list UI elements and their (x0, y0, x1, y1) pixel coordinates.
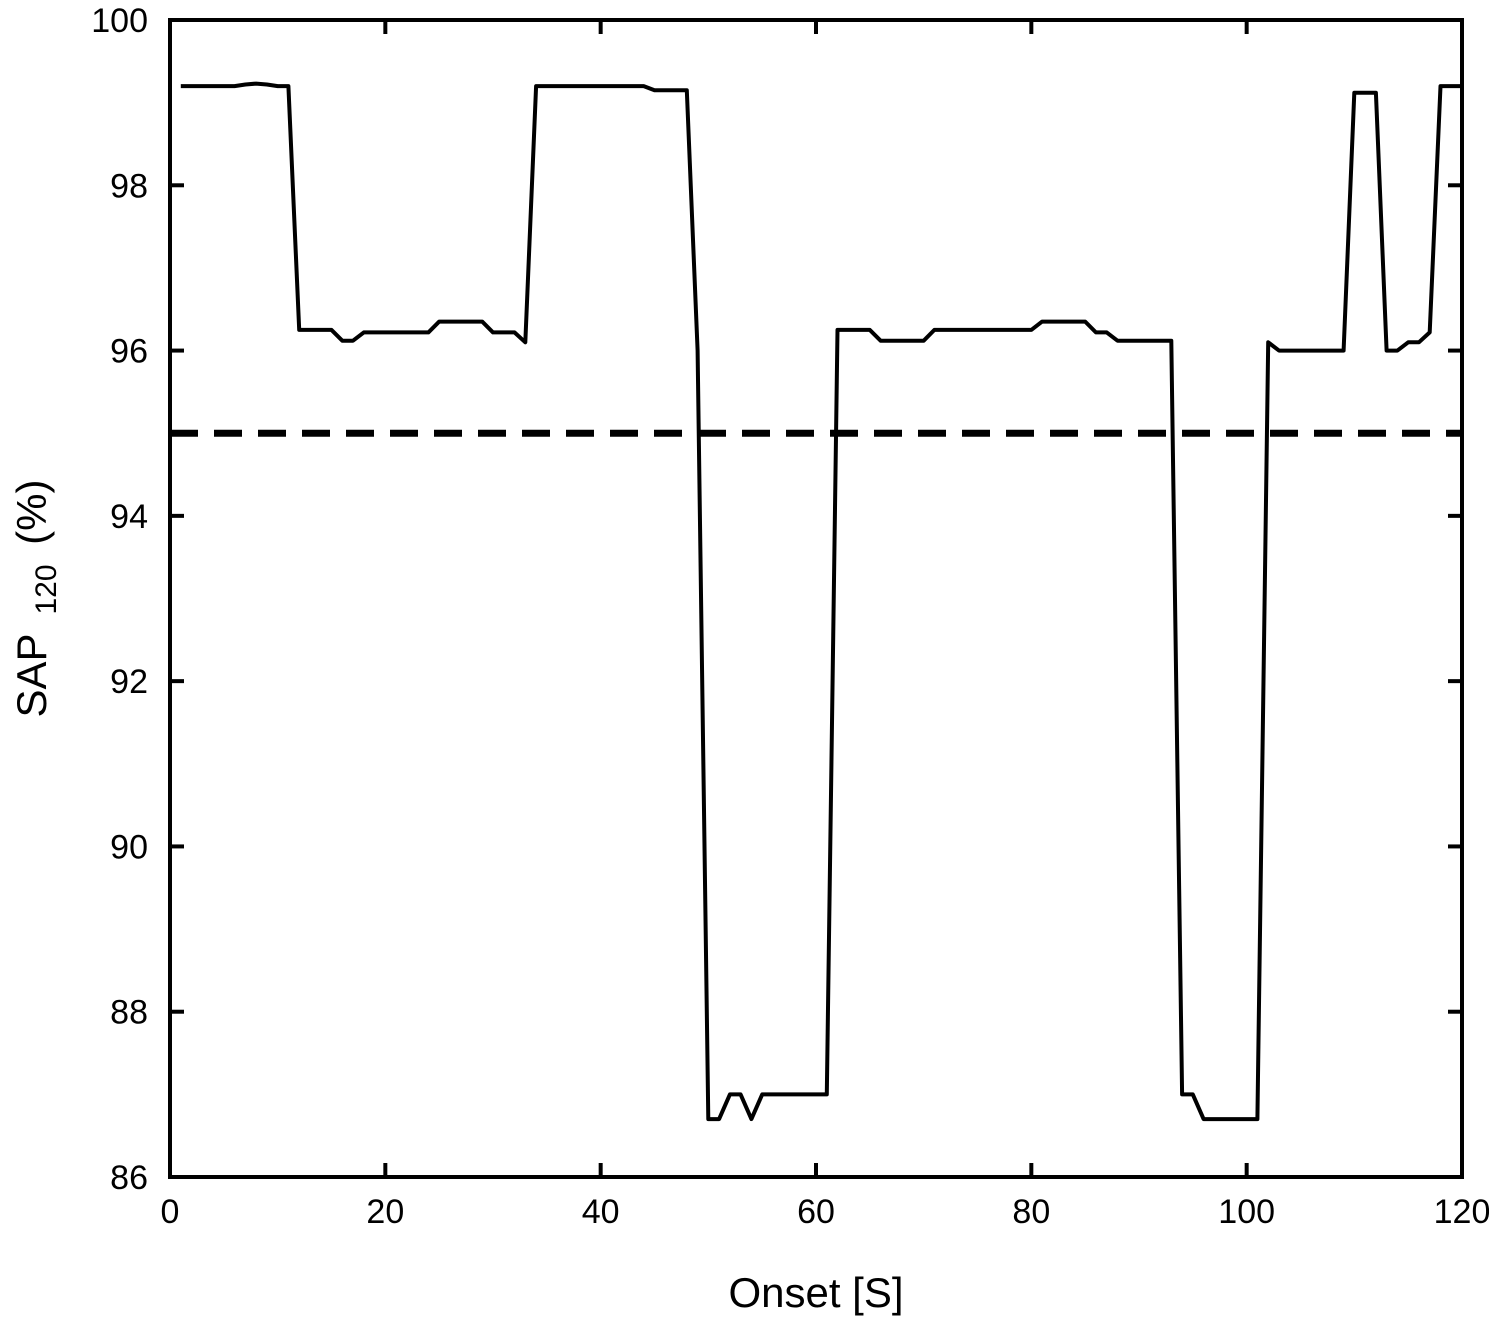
x-tick-label: 120 (1434, 1193, 1489, 1231)
y-tick-label: 92 (110, 663, 148, 701)
x-tick-label: 40 (582, 1193, 620, 1231)
y-tick-label: 98 (110, 167, 148, 205)
y-tick-label: 88 (110, 994, 148, 1032)
axis-ticks: 0 20 40 60 80 100 120 86 88 90 92 94 96 98 100 (91, 2, 1489, 1231)
y-tick-label: 86 (110, 1159, 148, 1197)
y-axis-label-main: SAP (8, 634, 55, 717)
y-axis-label-unit: (%) (8, 479, 55, 544)
plot-frame (168, 18, 1464, 1179)
x-tick-label: 0 (161, 1193, 180, 1231)
x-axis-label: Onset [S] (728, 1269, 903, 1316)
y-axis-label: SAP 120 (%) (8, 479, 65, 717)
y-axis-label-subscript: 120 (30, 564, 63, 614)
y-tick-label: 96 (110, 333, 148, 371)
x-tick-label: 20 (366, 1193, 404, 1231)
x-tick-label: 80 (1012, 1193, 1050, 1231)
sap-series-line (180, 81, 1462, 1122)
plot-marks (170, 81, 1462, 1122)
y-tick-label: 94 (110, 498, 148, 536)
y-tick-label: 100 (91, 2, 148, 40)
y-tick-label: 90 (110, 828, 148, 866)
x-tick-label: 100 (1218, 1193, 1275, 1231)
x-tick-label: 60 (797, 1193, 835, 1231)
